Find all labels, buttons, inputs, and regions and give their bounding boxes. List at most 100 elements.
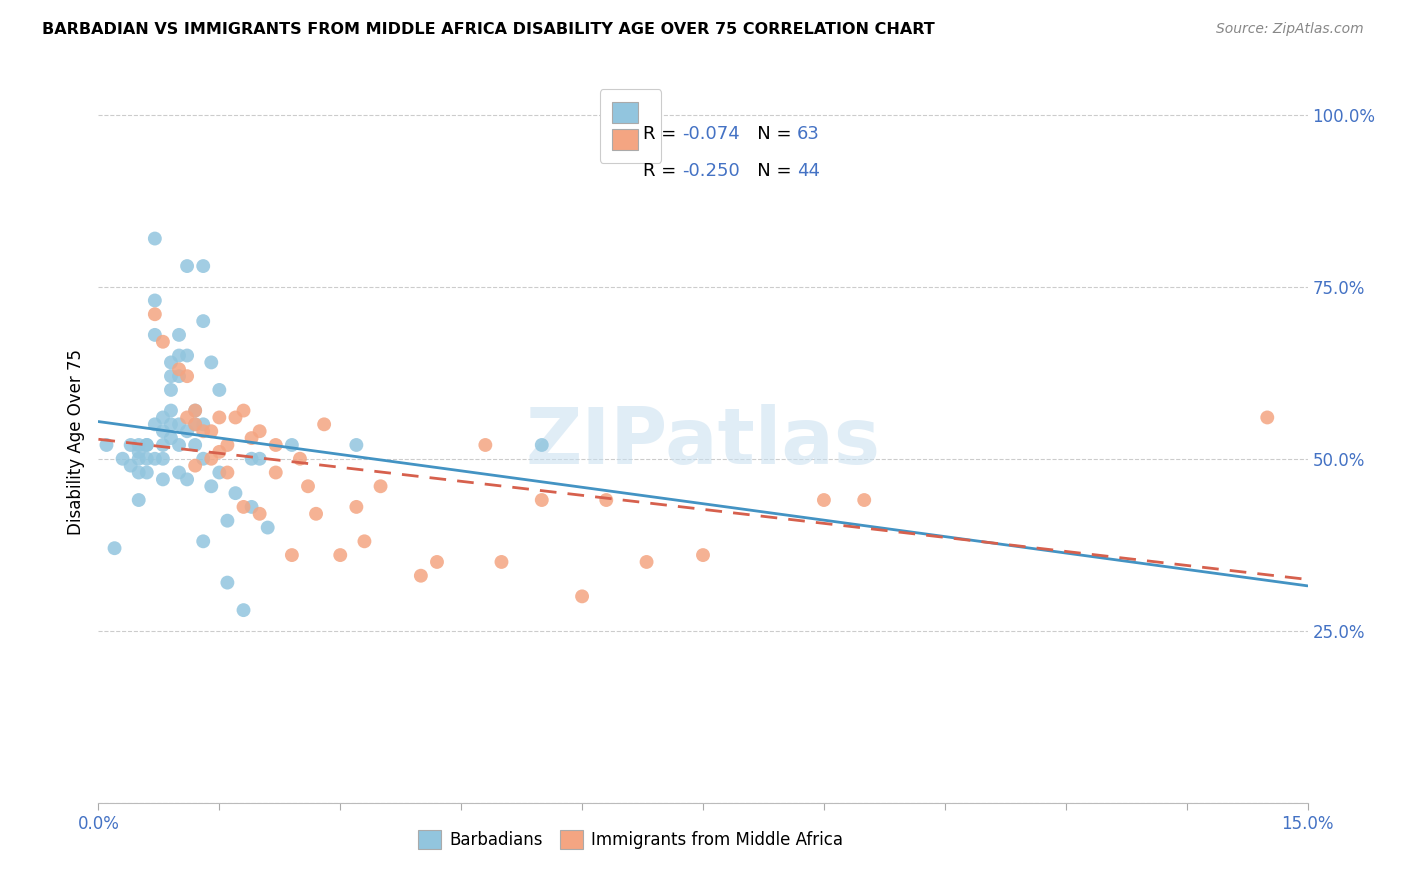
Point <box>152 472 174 486</box>
Point <box>217 575 239 590</box>
Point <box>193 451 215 466</box>
Point <box>491 555 513 569</box>
Point <box>692 548 714 562</box>
Point <box>120 458 142 473</box>
Point <box>120 438 142 452</box>
Text: R =: R = <box>643 162 682 180</box>
Point <box>111 451 134 466</box>
Point <box>344 438 367 452</box>
Point <box>314 417 336 432</box>
Point <box>636 555 658 569</box>
Point <box>249 451 271 466</box>
Point <box>571 590 593 604</box>
Point <box>370 479 392 493</box>
Point <box>208 466 231 480</box>
Point <box>264 466 287 480</box>
Point <box>217 466 239 480</box>
Point <box>184 417 207 432</box>
Point <box>329 548 352 562</box>
Point <box>193 534 215 549</box>
Point <box>297 479 319 493</box>
Point <box>288 451 311 466</box>
Point <box>160 417 183 432</box>
Point <box>184 403 207 417</box>
Point <box>474 438 496 452</box>
Point <box>143 327 166 342</box>
Text: 63: 63 <box>797 126 820 144</box>
Point <box>135 438 157 452</box>
Point <box>249 424 271 438</box>
Point <box>184 458 207 473</box>
Point <box>160 431 183 445</box>
Point <box>152 438 174 452</box>
Point <box>232 603 254 617</box>
Point <box>217 438 239 452</box>
Point <box>344 500 367 514</box>
Point <box>193 417 215 432</box>
Point <box>264 438 287 452</box>
Legend: Barbadians, Immigrants from Middle Africa: Barbadians, Immigrants from Middle Afric… <box>411 823 849 856</box>
Point <box>160 383 183 397</box>
Point <box>353 534 375 549</box>
Point <box>200 424 222 438</box>
Point <box>184 403 207 417</box>
Point <box>176 424 198 438</box>
Text: 44: 44 <box>797 162 820 180</box>
Point <box>232 403 254 417</box>
Point <box>853 493 876 508</box>
Point <box>152 424 174 438</box>
Point <box>176 472 198 486</box>
Point <box>281 438 304 452</box>
Point <box>143 417 166 432</box>
Point <box>184 417 207 432</box>
Text: R =: R = <box>643 126 682 144</box>
Point <box>128 451 150 466</box>
Point <box>256 520 278 534</box>
Point <box>143 293 166 308</box>
Point <box>128 493 150 508</box>
Point <box>152 451 174 466</box>
Text: N =: N = <box>740 126 797 144</box>
Point <box>96 438 118 452</box>
Point <box>167 362 190 376</box>
Point <box>143 451 166 466</box>
Text: ZIPatlas: ZIPatlas <box>526 403 880 480</box>
Point <box>135 466 157 480</box>
Point <box>193 424 215 438</box>
Point <box>184 438 207 452</box>
Point <box>813 493 835 508</box>
Point <box>167 369 190 384</box>
Point <box>128 445 150 459</box>
Point <box>595 493 617 508</box>
Text: BARBADIAN VS IMMIGRANTS FROM MIDDLE AFRICA DISABILITY AGE OVER 75 CORRELATION CH: BARBADIAN VS IMMIGRANTS FROM MIDDLE AFRI… <box>42 22 935 37</box>
Point <box>193 314 215 328</box>
Point <box>176 259 198 273</box>
Point <box>128 438 150 452</box>
Point <box>224 486 246 500</box>
Point <box>200 479 222 493</box>
Point <box>217 514 239 528</box>
Point <box>167 417 190 432</box>
Point <box>176 410 198 425</box>
Text: Source: ZipAtlas.com: Source: ZipAtlas.com <box>1216 22 1364 37</box>
Point <box>1256 410 1278 425</box>
Point <box>208 383 231 397</box>
Point <box>193 259 215 273</box>
Point <box>160 369 183 384</box>
Point <box>240 451 263 466</box>
Point <box>160 355 183 369</box>
Text: -0.074: -0.074 <box>682 126 740 144</box>
Point <box>152 410 174 425</box>
Point <box>530 438 553 452</box>
Point <box>281 548 304 562</box>
Point <box>224 410 246 425</box>
Text: -0.250: -0.250 <box>682 162 740 180</box>
Point <box>176 369 198 384</box>
Point <box>305 507 328 521</box>
Point <box>143 307 166 321</box>
Point <box>200 451 222 466</box>
Point <box>152 334 174 349</box>
Point <box>167 349 190 363</box>
Point <box>208 445 231 459</box>
Point <box>249 507 271 521</box>
